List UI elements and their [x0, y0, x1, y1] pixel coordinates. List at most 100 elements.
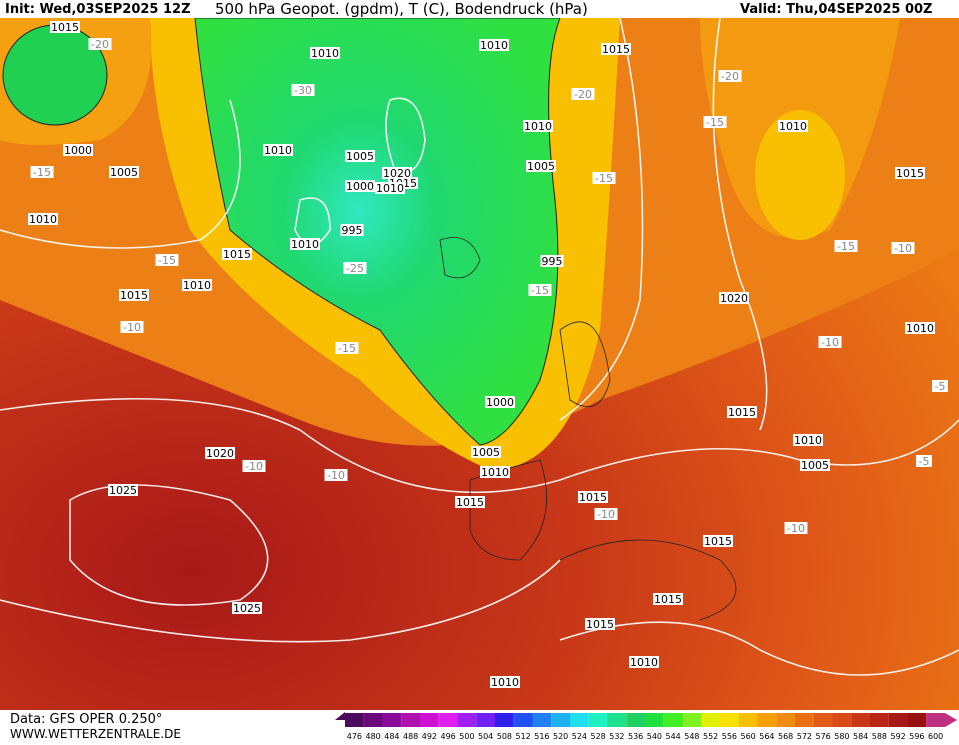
colorbar-cell [645, 713, 664, 727]
colorbar-cell [513, 713, 533, 727]
label-box [291, 84, 315, 96]
label-box [601, 43, 631, 55]
colorbar-label: 504 [478, 732, 493, 741]
temperature-label: -20 [721, 70, 739, 83]
pressure-label: 1010 [779, 120, 807, 133]
colorbar-label: 532 [609, 732, 624, 741]
label-box [480, 466, 510, 478]
pressure-label: 1005 [801, 459, 829, 472]
pressure-label: 1010 [311, 47, 339, 60]
pressure-label: 1010 [630, 656, 658, 669]
colorbar-cell [345, 713, 364, 727]
label-box [727, 406, 757, 418]
colorbar-cell [551, 713, 570, 727]
label-box [528, 284, 552, 296]
colorbar-label: 596 [909, 732, 924, 741]
colorbar-cell [870, 713, 889, 727]
colorbar-cell [588, 713, 608, 727]
header-bar [0, 0, 959, 18]
colorbar-label: 600 [928, 732, 943, 741]
label-box [905, 322, 935, 334]
colorbar-label: 520 [553, 732, 568, 741]
temperature-label: -10 [123, 321, 141, 334]
colorbar-label: 488 [403, 732, 418, 741]
pressure-label: 1015 [120, 289, 148, 302]
colorbar-cell [795, 713, 814, 727]
label-box [88, 38, 112, 50]
pressure-label: 1020 [720, 292, 748, 305]
green-region [194, 17, 561, 446]
colorbar-label: 500 [459, 732, 474, 741]
label-box [571, 88, 595, 100]
label-box [629, 656, 659, 668]
pressure-label: 1010 [291, 238, 319, 251]
pressure-label: 1000 [346, 180, 374, 193]
label-box [526, 160, 556, 172]
pressure-label: 995 [342, 224, 363, 237]
colorbar-cell [607, 713, 627, 727]
pressure-label: 1015 [223, 248, 251, 261]
colorbar-cell [495, 713, 514, 727]
site: WWW.WETTERZENTRALE.DE [10, 727, 181, 741]
colorbar-arrow [335, 712, 345, 720]
temperature-label: -15 [595, 172, 613, 185]
label-box [222, 248, 252, 260]
temperature-label: -5 [935, 380, 946, 393]
label-box [382, 167, 412, 179]
label-box [63, 144, 93, 156]
label-box [653, 593, 683, 605]
pressure-label: 1010 [481, 466, 509, 479]
colorbar-cell [813, 713, 833, 727]
map-title: 500 hPa Geopot. (gpdm), T (C), Bodendruc… [215, 0, 588, 18]
colorbar-cell [776, 713, 795, 727]
pressure-label: 1010 [376, 182, 404, 195]
init-time: Init: Wed,03SEP2025 12Z [5, 2, 191, 17]
colorbar-cell [926, 713, 945, 727]
colorbar-label: 552 [703, 732, 718, 741]
colorbar-cell [907, 713, 927, 727]
temperature-label: -10 [894, 242, 912, 255]
pressure-label: 1005 [110, 166, 138, 179]
pressure-label: 995 [542, 255, 563, 268]
temperature-label: -15 [837, 240, 855, 253]
label-box [155, 254, 179, 266]
label-box [50, 21, 80, 33]
label-box [523, 120, 553, 132]
temperature-label: -25 [346, 262, 364, 275]
temperature-label: -15 [706, 116, 724, 129]
pressure-label: 1025 [109, 484, 137, 497]
colorbar-cell [757, 713, 777, 727]
temperature-label: -15 [33, 166, 51, 179]
label-box [182, 279, 212, 291]
pressure-label: 1015 [728, 406, 756, 419]
label-box [28, 213, 58, 225]
label-box [345, 180, 375, 192]
label-box [592, 172, 616, 184]
colorbar-label: 528 [590, 732, 605, 741]
label-box [343, 262, 367, 274]
label-box [290, 238, 320, 250]
label-box [784, 522, 808, 534]
colorbar-label: 568 [778, 732, 793, 741]
label-box [109, 166, 139, 178]
temperature-label: -10 [245, 460, 263, 473]
label-box [263, 144, 293, 156]
colorbar-label: 512 [515, 732, 530, 741]
colorbar-label: 496 [440, 732, 455, 741]
temperature-label: -5 [919, 455, 930, 468]
label-box [778, 120, 808, 132]
colorbar-label: 592 [890, 732, 905, 741]
colorbar-label: 564 [759, 732, 774, 741]
pressure-label: 1020 [206, 447, 234, 460]
label-box [793, 434, 823, 446]
temperature-label: -15 [158, 254, 176, 267]
label-box [932, 380, 948, 392]
label-box [242, 460, 266, 472]
pressure-label: 1010 [29, 213, 57, 226]
pressure-label: 1015 [51, 21, 79, 34]
colorbar-label: 516 [534, 732, 549, 741]
colorbar-label: 584 [853, 732, 868, 741]
colorbar-cell [363, 713, 383, 727]
colorbar-label: 480 [365, 732, 380, 741]
